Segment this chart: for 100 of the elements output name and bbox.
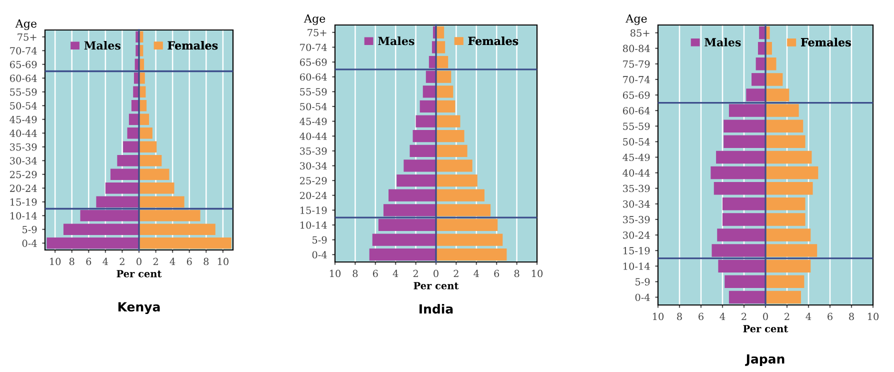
y-tick-label: 0-4 — [312, 251, 327, 258]
bar — [728, 104, 766, 117]
legend-label: Males — [84, 41, 120, 50]
y-tick-label: 30-34 — [10, 157, 37, 164]
y-tick-label: 70-74 — [623, 76, 650, 84]
bar — [436, 144, 468, 157]
bar — [436, 248, 507, 261]
bar — [728, 290, 766, 304]
x-tick-label: 8 — [514, 270, 520, 278]
y-tick-label: 40-44 — [622, 169, 650, 177]
bar — [123, 141, 139, 153]
bar — [127, 127, 139, 139]
legend-label: Females — [168, 41, 218, 50]
bar — [139, 168, 170, 180]
bar — [714, 182, 766, 195]
bar — [372, 234, 436, 246]
y-tick-label: 0-4 — [22, 240, 37, 247]
x-axis-title: Per cent — [116, 270, 162, 278]
bar — [105, 182, 139, 194]
y-tick-label: 35-39 — [300, 147, 327, 155]
bar — [766, 120, 804, 132]
y-tick-label: 65-69 — [622, 91, 650, 99]
y-tick-label: 30-34 — [623, 200, 650, 208]
y-tick-label: 40-44 — [300, 132, 327, 140]
bar — [110, 168, 139, 180]
y-tick-label: 35-39 — [10, 143, 37, 151]
text: Japan — [745, 354, 784, 366]
bar — [420, 100, 436, 113]
x-tick-label: 2 — [120, 258, 124, 266]
text: India — [420, 304, 453, 314]
x-axis-title: Per cent — [414, 282, 459, 290]
bar — [766, 150, 812, 164]
y-tick-label: 60-64 — [10, 74, 37, 82]
y-tick-label: 5-9 — [636, 278, 650, 286]
y-tick-label: 75-79 — [623, 60, 650, 68]
y-tick-label: 20-24 — [10, 184, 37, 192]
y-tick-label: 45-49 — [622, 154, 650, 162]
y-tick-label: 65-69 — [300, 58, 327, 66]
legend-label: Males — [704, 38, 741, 46]
bar — [139, 210, 200, 222]
y-tick-label: 75+ — [308, 29, 326, 36]
bar — [410, 144, 436, 157]
x-tick-label: 8 — [204, 258, 209, 266]
bar — [139, 154, 162, 166]
bar — [128, 114, 139, 126]
y-axis-title: Age — [626, 14, 647, 25]
bar — [724, 275, 766, 288]
x-tick-label: 10 — [50, 258, 61, 266]
x-tick-label: 4 — [720, 312, 726, 320]
y-tick-label: 50-54 — [623, 138, 650, 146]
bar — [396, 174, 436, 187]
bar — [388, 189, 436, 202]
y-axis-title: Age — [15, 19, 37, 30]
legend-label: Females — [801, 38, 851, 46]
x-tick-label: 8 — [352, 270, 358, 278]
bar — [96, 196, 139, 208]
bar — [712, 244, 766, 257]
bar — [416, 115, 436, 128]
x-tick-label: 0 — [434, 270, 438, 278]
x-tick-label: 4 — [170, 258, 176, 266]
x-tick-label: 2 — [413, 270, 418, 278]
x-tick-label: 6 — [86, 258, 92, 266]
bar — [436, 56, 448, 68]
y-tick-label: 75+ — [18, 33, 36, 41]
x-tick-label: 10 — [330, 270, 341, 278]
bar — [716, 150, 766, 164]
bar — [412, 130, 436, 142]
y-tick-label: 30-34 — [300, 162, 327, 170]
x-tick-label: 8 — [69, 258, 74, 266]
y-tick-label: 55-59 — [300, 88, 327, 96]
x-tick-label: 6 — [828, 312, 832, 320]
y-tick-label: 70-74 — [10, 47, 37, 54]
bar — [436, 130, 464, 142]
bar — [404, 160, 436, 172]
y-tick-label: 65-69 — [10, 60, 37, 68]
bar — [436, 218, 498, 232]
bar — [139, 182, 174, 194]
y-tick-label: 15-19 — [300, 206, 327, 214]
bar — [63, 224, 139, 236]
bar — [383, 204, 436, 216]
x-tick-label: 2 — [784, 312, 790, 320]
x-tick-label: 6 — [186, 258, 192, 266]
bar — [766, 228, 811, 242]
bar — [436, 41, 446, 54]
y-tick-label: 35-39 — [623, 216, 650, 224]
x-tick-label: 10 — [868, 312, 879, 320]
x-tick-label: 2 — [742, 312, 746, 320]
bar — [752, 73, 766, 86]
bar — [46, 237, 139, 249]
x-tick-label: 2 — [454, 270, 458, 278]
bar — [139, 141, 157, 153]
y-tick-label: 45-49 — [300, 118, 327, 126]
bar — [766, 260, 811, 272]
y-tick-label: 10-14 — [10, 212, 37, 220]
y-tick-label: 15-19 — [624, 247, 650, 254]
bar — [724, 135, 766, 148]
bar — [436, 100, 456, 113]
bar — [766, 104, 799, 117]
y-tick-label: 50-54 — [300, 102, 327, 110]
y-tick-label: 70-74 — [300, 44, 327, 52]
